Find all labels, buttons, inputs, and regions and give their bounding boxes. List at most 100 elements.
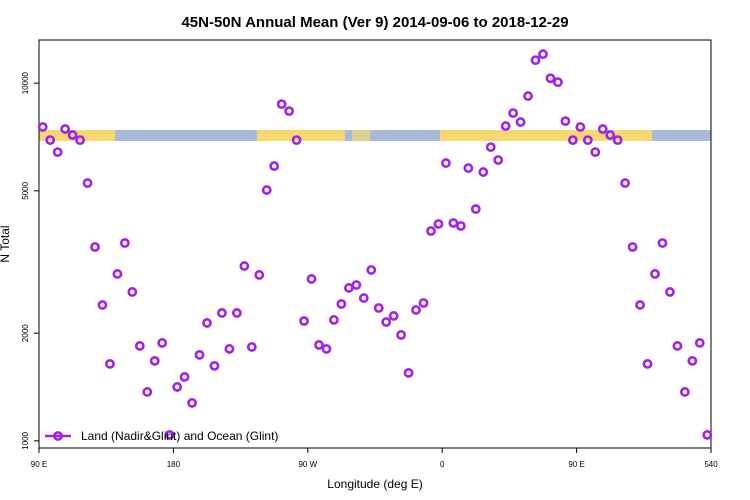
data-point [679,387,690,397]
data-point [119,238,130,248]
data-point [164,430,175,440]
data-point [67,130,78,140]
data-point [403,367,414,378]
data-point [620,178,631,188]
data-point [381,317,392,327]
data-point [500,121,511,131]
data-point [231,308,242,318]
y-axis-label: N Total [0,225,12,262]
data-point [60,124,71,134]
data-point [642,358,653,369]
data-point [582,135,593,146]
data-point [463,163,474,173]
data-point [45,135,56,146]
data-point [217,308,227,318]
data-point [485,142,496,152]
data-point [52,147,63,157]
data-point [508,108,519,119]
data-point [127,287,138,297]
data-point [142,387,153,397]
data-point [687,355,698,366]
data-point [351,280,362,290]
data-point [411,305,421,315]
data-point [37,122,48,132]
legend-marker [53,431,63,441]
data-point [366,265,377,275]
data-point [336,299,347,309]
data-point [97,300,108,310]
data-point [470,204,481,214]
data-point [373,303,384,313]
data-point [665,287,675,297]
data-point [134,341,145,351]
x-tick-label: 540 [704,460,718,469]
data-point [179,372,190,382]
y-tick-label: 10000 [21,71,30,94]
legend-label: Land (Nadir&Glint) and Ocean (Glint) [81,429,278,443]
data-point [672,341,683,351]
data-point [306,274,317,284]
data-point [149,355,160,366]
x-tick-label: 0 [440,460,445,469]
x-tick-label: 90 E [31,460,47,469]
data-point [523,91,533,101]
y-tick-label: 2000 [21,324,30,342]
data-point [358,293,369,303]
data-point [112,269,123,279]
x-tick-label: 180 [167,460,181,469]
data-point [635,300,645,310]
data-point [291,135,302,146]
data-point [567,135,578,146]
data-point [172,382,183,392]
data-point [575,122,586,132]
data-point [545,73,556,84]
data-point [650,269,660,279]
x-tick-label: 90 E [568,460,584,469]
data-point [246,342,257,352]
data-point [448,218,459,228]
data-point [538,49,548,60]
data-point [612,135,623,146]
data-point [90,242,100,252]
data-point [530,55,541,66]
plot-frame [38,39,712,449]
data-point [314,340,324,350]
data-point [702,430,713,440]
data-point [478,167,489,177]
data-point [276,99,287,110]
data-point [261,185,272,195]
data-point [75,135,85,146]
data-point [209,361,220,371]
data-point [157,338,168,348]
data-point [433,219,444,229]
data-point [224,344,235,354]
data-point [553,77,563,88]
data-point [605,130,616,140]
data-point [657,238,668,248]
data-point [560,116,571,127]
data-point [418,298,429,308]
data-point [396,330,407,340]
y-tick-label: 5000 [21,181,30,199]
x-tick-label: 90 W [298,460,317,469]
data-point [194,349,205,360]
data-point [343,283,354,293]
data-point [239,261,250,271]
data-point [321,344,332,354]
x-axis-label: Longitude (deg E) [327,477,422,491]
data-point [455,221,466,231]
data-point [694,338,705,348]
data-point [202,318,212,328]
chart-title: 45N-50N Annual Mean (Ver 9) 2014-09-06 t… [181,14,568,31]
data-point [299,316,309,326]
data-point [269,161,280,171]
data-point [329,315,339,325]
data-point [254,270,265,280]
data-point [441,158,451,168]
data-point [627,242,638,252]
data-point [493,155,504,165]
data-point [388,311,399,321]
data-point [515,117,526,127]
data-point [82,178,93,188]
